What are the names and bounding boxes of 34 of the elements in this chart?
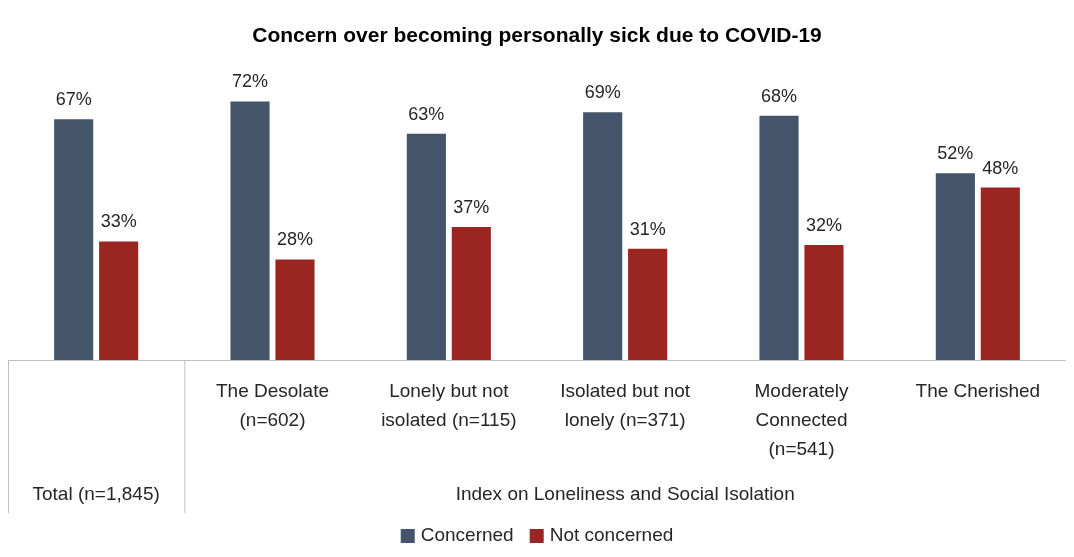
bar bbox=[230, 101, 270, 360]
x-tick-label: The Cherished bbox=[915, 380, 1041, 402]
bar bbox=[980, 187, 1020, 360]
bar bbox=[804, 245, 844, 360]
bar bbox=[628, 248, 668, 360]
x-tick-label: Isolated but not lonely (n=371) bbox=[560, 380, 691, 431]
data-label: 63% bbox=[408, 103, 445, 124]
data-label: 72% bbox=[232, 71, 269, 92]
chart-title: Concern over becoming personally sick due to COVID-19 bbox=[252, 23, 822, 47]
data-label: 67% bbox=[55, 89, 92, 110]
bar bbox=[759, 115, 799, 360]
data-label: 52% bbox=[937, 143, 974, 164]
bar bbox=[99, 241, 139, 360]
x-tick-label: The Desolate (n=602) bbox=[215, 380, 330, 431]
data-label: 69% bbox=[584, 82, 621, 103]
x-tick-label: Moderately Connected (n=541) bbox=[754, 380, 849, 460]
data-label: 32% bbox=[805, 215, 842, 236]
data-label: 48% bbox=[982, 157, 1019, 178]
bar bbox=[583, 112, 623, 360]
legend-label: Concerned bbox=[420, 524, 514, 546]
data-label: 37% bbox=[453, 197, 490, 218]
legend-label: Not concerned bbox=[549, 524, 674, 546]
bar bbox=[406, 133, 446, 360]
x-tick-label: Lonely but not isolated (n=115) bbox=[381, 380, 517, 431]
data-label: 31% bbox=[629, 218, 666, 239]
x-axis-title: Index on Loneliness and Social Isolation bbox=[455, 483, 795, 505]
text: Total (n=1,845) bbox=[32, 483, 160, 505]
bar bbox=[451, 227, 491, 360]
bar bbox=[54, 119, 94, 360]
bar bbox=[275, 259, 315, 360]
data-label: 68% bbox=[761, 85, 798, 106]
data-label: 28% bbox=[276, 229, 313, 250]
data-label: 33% bbox=[100, 211, 137, 232]
bar bbox=[935, 173, 975, 360]
